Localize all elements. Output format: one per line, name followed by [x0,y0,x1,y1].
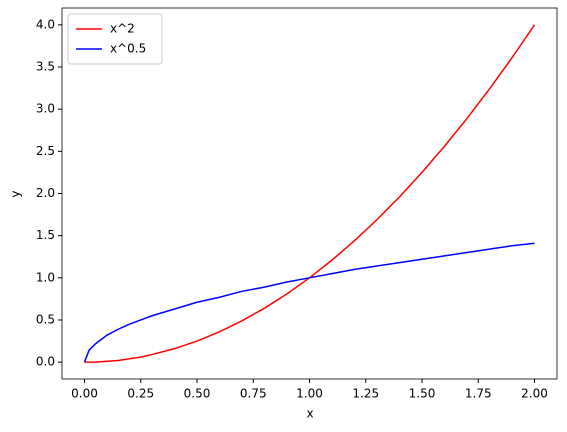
y-tick-label: 3.0 [36,102,55,116]
x-tick-label: 1.00 [296,387,323,401]
legend-label: x^0.5 [110,42,146,56]
x-tick-label: 0.25 [127,387,154,401]
y-tick-label: 0.0 [36,355,55,369]
y-tick-label: 2.5 [36,144,55,158]
legend-label: x^2 [110,22,135,36]
x-tick-label: 0.00 [71,387,98,401]
x-axis-label: x [306,407,313,421]
line-series [83,242,535,363]
y-tick-label: 1.5 [36,228,55,242]
y-tick-label: 0.5 [36,312,55,326]
y-tick-label: 2.0 [36,186,55,200]
x-tick-label: 0.75 [240,387,267,401]
plot-frame [61,7,558,380]
x-tick-label: 1.25 [352,387,379,401]
y-tick-label: 1.0 [36,270,55,284]
line-series [84,24,536,363]
y-tick-label: 3.5 [36,60,55,74]
x-tick-label: 1.50 [409,387,436,401]
y-axis-label: y [9,190,23,197]
y-tick-label: 4.0 [36,17,55,31]
x-tick-label: 2.00 [521,387,548,401]
x-tick-label: 0.50 [184,387,211,401]
legend-box [67,13,163,65]
x-tick-label: 1.75 [465,387,492,401]
